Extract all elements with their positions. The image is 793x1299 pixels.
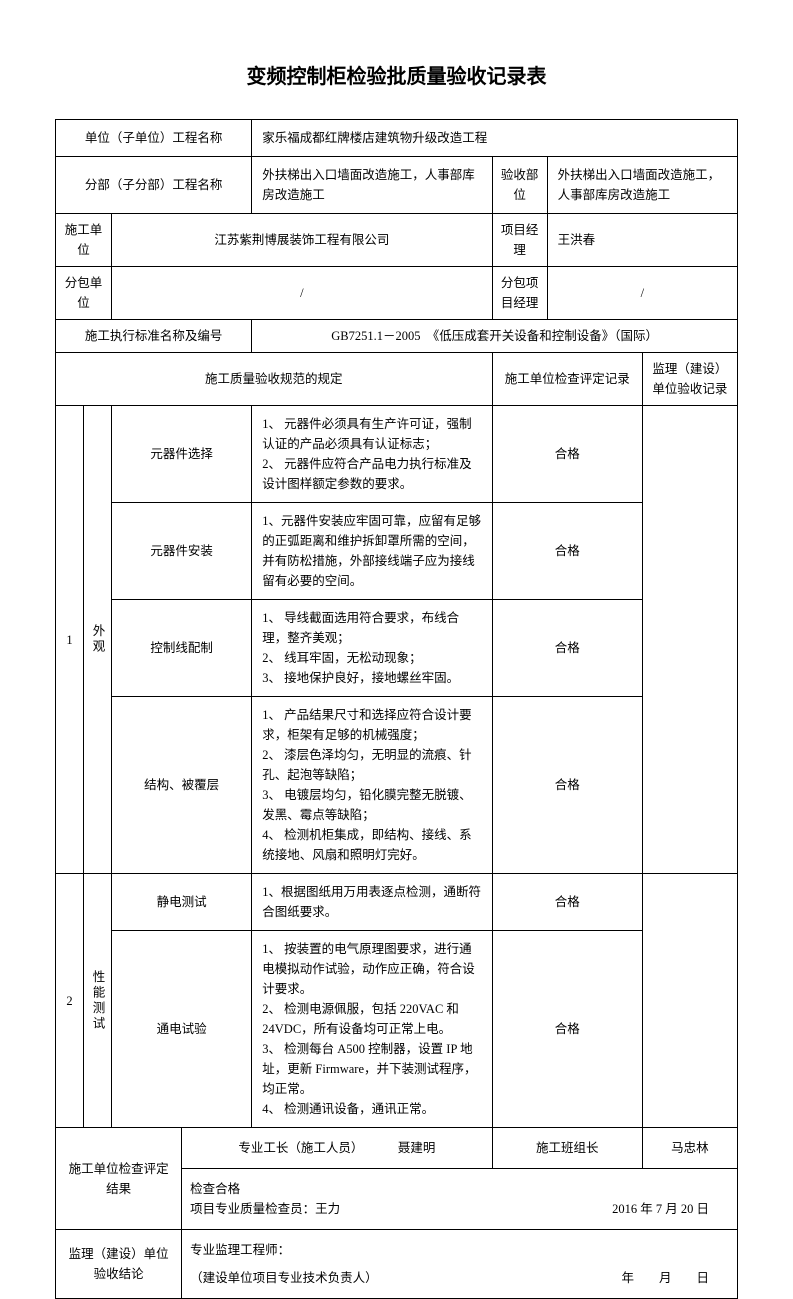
accept-dept-label: 验收部位 — [492, 157, 547, 214]
footer-supervision-row: 监理（建设）单位验收结论 专业监理工程师： （建设单位项目专业技术负责人） 年 … — [56, 1230, 738, 1299]
section2-row1: 2 性能测试 静电测试 1、根据图纸用万用表逐点检测，通断符合图纸要求。 合格 — [56, 874, 738, 931]
project-manager-label: 项目经理 — [492, 214, 547, 267]
header-row-standard: 施工执行标准名称及编号 GB7251.1－2005 《低压成套开关设备和控制设备… — [56, 320, 738, 353]
subcontractor-value: / — [112, 267, 493, 320]
item-name-0-2: 控制线配制 — [112, 600, 252, 697]
check-result-label: 施工单位检查评定结果 — [56, 1128, 182, 1230]
item-content-0-0: 1、 元器件必须具有生产许可证，强制认证的产品必须具有认证标志； 2、 元器件应… — [252, 406, 492, 503]
header-row-unit: 单位（子单位）工程名称 家乐福成都红牌楼店建筑物升级改造工程 — [56, 120, 738, 157]
item-content-0-2: 1、 导线截面选用符合要求，布线合理，整齐美观； 2、 线耳牢固，无松动现象； … — [252, 600, 492, 697]
sub-pm-label: 分包项目经理 — [492, 267, 547, 320]
item-content-1-0: 1、根据图纸用万用表逐点检测，通断符合图纸要求。 — [252, 874, 492, 931]
unit-value: 家乐福成都红牌楼店建筑物升级改造工程 — [252, 120, 738, 157]
section2-row2: 通电试验 1、 按装置的电气原理图要求，进行通电模拟动作试验，动作应正确，符合设… — [56, 931, 738, 1128]
check-text: 检查合格 — [190, 1179, 729, 1199]
item-name-0-3: 结构、被覆层 — [112, 697, 252, 874]
construction-unit-value: 江苏紫荆博展装饰工程有限公司 — [112, 214, 493, 267]
project-manager-value: 王洪春 — [547, 214, 737, 267]
section1-row3: 控制线配制 1、 导线截面选用符合要求，布线合理，整齐美观； 2、 线耳牢固，无… — [56, 600, 738, 697]
inspection-table: 单位（子单位）工程名称 家乐福成都红牌楼店建筑物升级改造工程 分部（子分部）工程… — [55, 119, 738, 1299]
unit-label: 单位（子单位）工程名称 — [56, 120, 252, 157]
item-result-1-1: 合格 — [492, 931, 642, 1128]
inspector-text: 项目专业质量检查员：王力 — [190, 1199, 340, 1219]
foreman-label-text: 专业工长（施工人员） — [238, 1141, 357, 1155]
section1-row1: 1 外观 元器件选择 1、 元器件必须具有生产许可证，强制认证的产品必须具有认证… — [56, 406, 738, 503]
check-header: 施工单位检查评定记录 — [492, 353, 642, 406]
section2-category: 性能测试 — [84, 874, 112, 1128]
section2-num: 2 — [56, 874, 84, 1128]
item-content-1-1: 1、 按装置的电气原理图要求，进行通电模拟动作试验，动作应正确，符合设计要求。 … — [252, 931, 492, 1128]
item-result-0-0: 合格 — [492, 406, 642, 503]
subunit-label: 分部（子分部）工程名称 — [56, 157, 252, 214]
foreman-name: 聂建明 — [398, 1141, 436, 1155]
check-text-cell: 检查合格 项目专业质量检查员：王力 2016 年 7 月 20 日 — [182, 1169, 738, 1230]
section1-row4: 结构、被覆层 1、 产品结果尺寸和选择应符合设计要求，柜架有足够的机械强度； 2… — [56, 697, 738, 874]
section1-num: 1 — [56, 406, 84, 874]
sub-pm-value: / — [547, 267, 737, 320]
column-header-row: 施工质量验收规范的规定 施工单位检查评定记录 监理（建设）单位验收记录 — [56, 353, 738, 406]
supervision-cell: 专业监理工程师： （建设单位项目专业技术负责人） 年 月 日 — [182, 1230, 738, 1299]
section1-category: 外观 — [84, 406, 112, 874]
header-row-subunit: 分部（子分部）工程名称 外扶梯出入口墙面改造施工，人事部库房改造施工 验收部位 … — [56, 157, 738, 214]
item-result-1-0: 合格 — [492, 874, 642, 931]
item-result-0-2: 合格 — [492, 600, 642, 697]
document-title: 变频控制柜检验批质量验收记录表 — [55, 60, 738, 89]
section1-row2: 元器件安装 1、元器件安装应牢固可靠，应留有足够的正弧距离和维护拆卸罩所需的空间… — [56, 503, 738, 600]
item-content-0-3: 1、 产品结果尺寸和选择应符合设计要求，柜架有足够的机械强度； 2、 漆层色泽均… — [252, 697, 492, 874]
blank-date: 年 月 日 — [621, 1268, 729, 1288]
accept-dept-value: 外扶梯出入口墙面改造施工，人事部库房改造施工 — [547, 157, 737, 214]
supervision-header: 监理（建设）单位验收记录 — [642, 353, 737, 406]
item-name-1-1: 通电试验 — [112, 931, 252, 1128]
standard-label: 施工执行标准名称及编号 — [56, 320, 252, 353]
header-row-construction: 施工单位 江苏紫荆博展装饰工程有限公司 项目经理 王洪春 — [56, 214, 738, 267]
supervision-blank-2 — [642, 874, 737, 1128]
standard-value: GB7251.1－2005 《低压成套开关设备和控制设备》（国际） — [252, 320, 738, 353]
spec-header: 施工质量验收规范的规定 — [56, 353, 493, 406]
check-date: 2016 年 7 月 20 日 — [612, 1199, 729, 1219]
supervision-blank-1 — [642, 406, 737, 874]
item-content-0-1: 1、元器件安装应牢固可靠，应留有足够的正弧距离和维护拆卸罩所需的空间，并有防松措… — [252, 503, 492, 600]
item-name-0-0: 元器件选择 — [112, 406, 252, 503]
subunit-value: 外扶梯出入口墙面改造施工，人事部库房改造施工 — [252, 157, 492, 214]
footer-foreman-row: 施工单位检查评定结果 专业工长（施工人员） 聂建明 施工班组长 马忠林 — [56, 1128, 738, 1169]
tech-leader-text: （建设单位项目专业技术负责人） — [190, 1268, 378, 1288]
header-row-subcontractor: 分包单位 / 分包项目经理 / — [56, 267, 738, 320]
item-result-0-1: 合格 — [492, 503, 642, 600]
construction-unit-label: 施工单位 — [56, 214, 112, 267]
supervisor-text: 专业监理工程师： — [190, 1240, 729, 1260]
item-result-0-3: 合格 — [492, 697, 642, 874]
foreman-label: 专业工长（施工人员） 聂建明 — [182, 1128, 492, 1169]
item-name-1-0: 静电测试 — [112, 874, 252, 931]
item-name-0-1: 元器件安装 — [112, 503, 252, 600]
subcontractor-label: 分包单位 — [56, 267, 112, 320]
team-leader-name: 马忠林 — [642, 1128, 737, 1169]
team-leader-label: 施工班组长 — [492, 1128, 642, 1169]
supervision-label: 监理（建设）单位验收结论 — [56, 1230, 182, 1299]
